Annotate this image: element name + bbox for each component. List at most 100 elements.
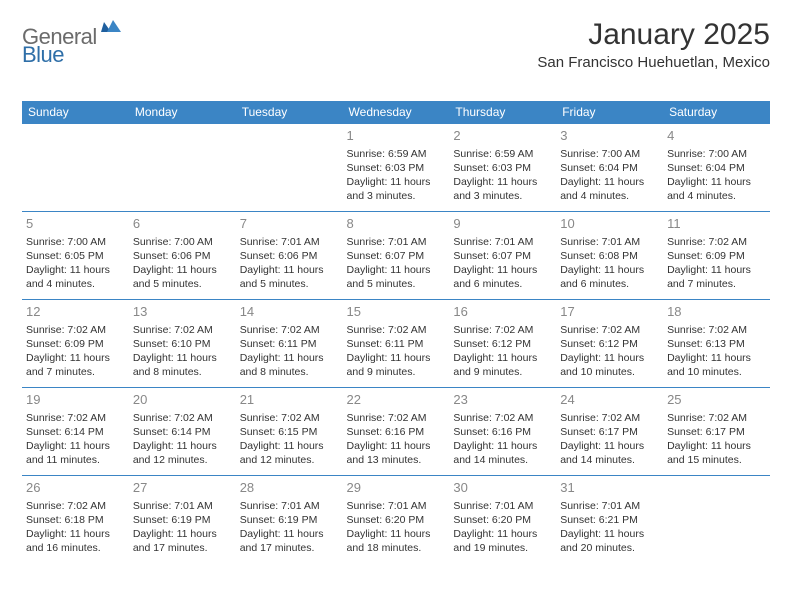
day-cell: 31Sunrise: 7:01 AMSunset: 6:21 PMDayligh… <box>556 476 663 564</box>
month-title: January 2025 <box>537 18 770 52</box>
sunrise-text: Sunrise: 7:02 AM <box>667 323 764 337</box>
daylight-text-1: Daylight: 11 hours <box>453 527 550 541</box>
sunset-text: Sunset: 6:12 PM <box>560 337 657 351</box>
daylight-text-1: Daylight: 11 hours <box>240 263 337 277</box>
daylight-text-1: Daylight: 11 hours <box>453 263 550 277</box>
day-cell: 23Sunrise: 7:02 AMSunset: 6:16 PMDayligh… <box>449 388 556 476</box>
sunset-text: Sunset: 6:06 PM <box>240 249 337 263</box>
sunset-text: Sunset: 6:14 PM <box>133 425 230 439</box>
day-number: 6 <box>133 215 230 233</box>
sunrise-text: Sunrise: 7:00 AM <box>133 235 230 249</box>
day-cell: 10Sunrise: 7:01 AMSunset: 6:08 PMDayligh… <box>556 212 663 300</box>
sunset-text: Sunset: 6:16 PM <box>347 425 444 439</box>
daylight-text-2: and 10 minutes. <box>667 365 764 379</box>
day-cell: 9 Sunrise: 7:01 AMSunset: 6:07 PMDaylight… <box>449 212 556 300</box>
day-cell: 1Sunrise: 6:59 AMSunset: 6:03 PMDaylight… <box>343 124 450 212</box>
sunset-text: Sunset: 6:20 PM <box>347 513 444 527</box>
sunrise-text: Sunrise: 7:02 AM <box>667 235 764 249</box>
day-number: 10 <box>560 215 657 233</box>
sunrise-text: Sunrise: 7:01 AM <box>453 235 550 249</box>
sunset-text: Sunset: 6:03 PM <box>347 161 444 175</box>
sunrise-text: Sunrise: 7:01 AM <box>347 499 444 513</box>
day-number: 4 <box>667 127 764 145</box>
daylight-text-1: Daylight: 11 hours <box>560 351 657 365</box>
sunset-text: Sunset: 6:07 PM <box>347 249 444 263</box>
day-number: 14 <box>240 303 337 321</box>
empty-day-cell <box>236 124 343 212</box>
day-number: 27 <box>133 479 230 497</box>
weekday-header-row: Sunday Monday Tuesday Wednesday Thursday… <box>22 101 770 124</box>
day-cell: 28Sunrise: 7:01 AMSunset: 6:19 PMDayligh… <box>236 476 343 564</box>
location-text: San Francisco Huehuetlan, Mexico <box>537 54 770 71</box>
week-row: 19Sunrise: 7:02 AMSunset: 6:14 PMDayligh… <box>22 388 770 476</box>
weekday-header: Tuesday <box>236 101 343 124</box>
day-number: 15 <box>347 303 444 321</box>
sunset-text: Sunset: 6:10 PM <box>133 337 230 351</box>
daylight-text-2: and 5 minutes. <box>347 277 444 291</box>
sunrise-text: Sunrise: 7:02 AM <box>347 323 444 337</box>
daylight-text-1: Daylight: 11 hours <box>347 439 444 453</box>
calendar-page: General January 2025 San Francisco Huehu… <box>0 0 792 574</box>
day-cell: 13Sunrise: 7:02 AMSunset: 6:10 PMDayligh… <box>129 300 236 388</box>
day-number: 22 <box>347 391 444 409</box>
day-number: 20 <box>133 391 230 409</box>
sunrise-text: Sunrise: 7:02 AM <box>26 499 123 513</box>
day-number: 29 <box>347 479 444 497</box>
daylight-text-2: and 6 minutes. <box>560 277 657 291</box>
daylight-text-1: Daylight: 11 hours <box>133 527 230 541</box>
daylight-text-1: Daylight: 11 hours <box>133 351 230 365</box>
sunrise-text: Sunrise: 7:02 AM <box>26 411 123 425</box>
day-number: 11 <box>667 215 764 233</box>
daylight-text-2: and 12 minutes. <box>240 453 337 467</box>
daylight-text-2: and 8 minutes. <box>240 365 337 379</box>
day-number: 9 <box>453 215 550 233</box>
daylight-text-2: and 19 minutes. <box>453 541 550 555</box>
header: General January 2025 San Francisco Huehu… <box>22 18 770 71</box>
daylight-text-2: and 18 minutes. <box>347 541 444 555</box>
sunset-text: Sunset: 6:12 PM <box>453 337 550 351</box>
sunrise-text: Sunrise: 7:00 AM <box>560 147 657 161</box>
day-number: 18 <box>667 303 764 321</box>
daylight-text-2: and 3 minutes. <box>453 189 550 203</box>
daylight-text-2: and 4 minutes. <box>560 189 657 203</box>
day-number: 2 <box>453 127 550 145</box>
daylight-text-2: and 3 minutes. <box>347 189 444 203</box>
daylight-text-1: Daylight: 11 hours <box>667 439 764 453</box>
sunrise-text: Sunrise: 7:01 AM <box>347 235 444 249</box>
day-cell: 7Sunrise: 7:01 AMSunset: 6:06 PMDaylight… <box>236 212 343 300</box>
sunrise-text: Sunrise: 6:59 AM <box>347 147 444 161</box>
sunset-text: Sunset: 6:06 PM <box>133 249 230 263</box>
sunrise-text: Sunrise: 7:01 AM <box>560 499 657 513</box>
daylight-text-2: and 13 minutes. <box>347 453 444 467</box>
day-cell: 12Sunrise: 7:02 AMSunset: 6:09 PMDayligh… <box>22 300 129 388</box>
daylight-text-2: and 12 minutes. <box>133 453 230 467</box>
sunset-text: Sunset: 6:09 PM <box>26 337 123 351</box>
day-cell: 5Sunrise: 7:00 AMSunset: 6:05 PMDaylight… <box>22 212 129 300</box>
day-cell: 19Sunrise: 7:02 AMSunset: 6:14 PMDayligh… <box>22 388 129 476</box>
daylight-text-1: Daylight: 11 hours <box>453 175 550 189</box>
day-number: 1 <box>347 127 444 145</box>
sunset-text: Sunset: 6:04 PM <box>560 161 657 175</box>
sunset-text: Sunset: 6:15 PM <box>240 425 337 439</box>
daylight-text-2: and 10 minutes. <box>560 365 657 379</box>
day-number: 13 <box>133 303 230 321</box>
day-number: 24 <box>560 391 657 409</box>
sunset-text: Sunset: 6:07 PM <box>453 249 550 263</box>
sunset-text: Sunset: 6:17 PM <box>560 425 657 439</box>
daylight-text-2: and 17 minutes. <box>240 541 337 555</box>
daylight-text-2: and 5 minutes. <box>240 277 337 291</box>
week-row: 5Sunrise: 7:00 AMSunset: 6:05 PMDaylight… <box>22 212 770 300</box>
sunset-text: Sunset: 6:13 PM <box>667 337 764 351</box>
daylight-text-2: and 8 minutes. <box>133 365 230 379</box>
weekday-header: Saturday <box>663 101 770 124</box>
day-number: 25 <box>667 391 764 409</box>
weekday-header: Friday <box>556 101 663 124</box>
sunrise-text: Sunrise: 7:02 AM <box>347 411 444 425</box>
weekday-header: Sunday <box>22 101 129 124</box>
daylight-text-1: Daylight: 11 hours <box>667 351 764 365</box>
calendar-table: Sunday Monday Tuesday Wednesday Thursday… <box>22 101 770 564</box>
day-cell: 14Sunrise: 7:02 AMSunset: 6:11 PMDayligh… <box>236 300 343 388</box>
sunset-text: Sunset: 6:18 PM <box>26 513 123 527</box>
week-row: 26Sunrise: 7:02 AMSunset: 6:18 PMDayligh… <box>22 476 770 564</box>
day-number: 8 <box>347 215 444 233</box>
